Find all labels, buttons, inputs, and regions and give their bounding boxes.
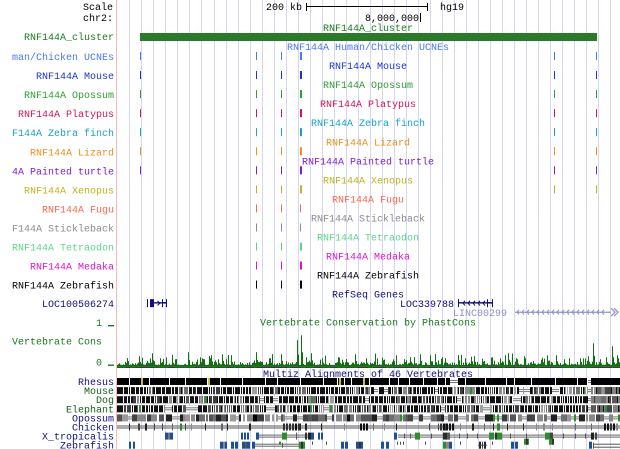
svg-text:man/Chicken UCNEs: man/Chicken UCNEs <box>12 52 114 64</box>
svg-text:Chicken: Chicken <box>72 423 114 435</box>
svg-text:Scale: Scale <box>83 2 113 14</box>
svg-text:hg19: hg19 <box>440 2 464 14</box>
svg-text:RNF144A Opossum: RNF144A Opossum <box>323 81 413 92</box>
svg-text:RNF144A Zebrafish: RNF144A Zebrafish <box>317 271 419 283</box>
svg-text:1: 1 <box>96 319 102 330</box>
svg-text:LOC100506274: LOC100506274 <box>42 300 114 311</box>
svg-text:Vertebrate Cons: Vertebrate Cons <box>12 337 102 349</box>
svg-text:8,000,000: 8,000,000 <box>365 14 419 25</box>
svg-text:RNF144A Mouse: RNF144A Mouse <box>36 72 114 83</box>
svg-text:RNF144A Medaka: RNF144A Medaka <box>30 262 114 274</box>
svg-text:RNF144A Xenopus: RNF144A Xenopus <box>323 176 413 187</box>
svg-text:RNF144A Xenopus: RNF144A Xenopus <box>24 186 114 197</box>
svg-text:RNF144A Tetraodon: RNF144A Tetraodon <box>12 243 114 255</box>
svg-text:F144A Zebra finch: F144A Zebra finch <box>12 128 114 140</box>
svg-text:RNF144A Stickleback: RNF144A Stickleback <box>311 213 425 225</box>
svg-text:RNF144A Lizard: RNF144A Lizard <box>30 147 114 159</box>
svg-text:RNF144A Painted turtle: RNF144A Painted turtle <box>302 156 434 168</box>
svg-text:RNF144A Fugu: RNF144A Fugu <box>332 195 404 206</box>
svg-text:RNF144A Platypus: RNF144A Platypus <box>320 99 416 111</box>
svg-text:RNF144A Zebra finch: RNF144A Zebra finch <box>311 118 425 130</box>
svg-text:RNF144A Fugu: RNF144A Fugu <box>42 205 114 216</box>
svg-text:RNF144A Zebrafish: RNF144A Zebrafish <box>12 281 114 293</box>
svg-text:Rhesus: Rhesus <box>78 377 114 389</box>
svg-text:RNF144A Opossum: RNF144A Opossum <box>24 91 114 102</box>
svg-text:RNF144A Lizard: RNF144A Lizard <box>326 137 410 149</box>
svg-text:LOC339788: LOC339788 <box>400 300 454 311</box>
svg-text:Zebrafish: Zebrafish <box>60 441 114 449</box>
svg-text:RNF144A_cluster: RNF144A_cluster <box>323 23 413 35</box>
svg-text:RNF144A Human/Chicken UCNEs: RNF144A Human/Chicken UCNEs <box>287 42 449 54</box>
svg-text:0: 0 <box>96 359 102 370</box>
svg-text:RNF144A_cluster: RNF144A_cluster <box>24 32 114 44</box>
svg-text:chr2:: chr2: <box>83 13 113 25</box>
svg-text:200 kb: 200 kb <box>266 2 302 14</box>
svg-text:RNF144A Platypus: RNF144A Platypus <box>18 109 114 121</box>
svg-text:Elephant: Elephant <box>66 404 114 416</box>
svg-text:RNF144A Medaka: RNF144A Medaka <box>326 252 410 264</box>
svg-text:RefSeq Genes: RefSeq Genes <box>332 290 404 302</box>
svg-text:Mouse: Mouse <box>84 387 114 398</box>
svg-text:F144A Stickleback: F144A Stickleback <box>12 223 114 235</box>
svg-text:Opossum: Opossum <box>72 414 114 425</box>
svg-text:Dog: Dog <box>96 396 114 407</box>
svg-text:Vertebrate Conservation by Pha: Vertebrate Conservation by PhastCons <box>260 318 476 330</box>
svg-text:RNF144A Tetraodon: RNF144A Tetraodon <box>317 233 419 245</box>
svg-text:LINC00299: LINC00299 <box>453 309 507 320</box>
svg-text:RNF144A Mouse: RNF144A Mouse <box>329 62 407 73</box>
svg-text:4A Painted turtle: 4A Painted turtle <box>12 166 114 178</box>
svg-text:X_tropicalis: X_tropicalis <box>42 432 114 444</box>
